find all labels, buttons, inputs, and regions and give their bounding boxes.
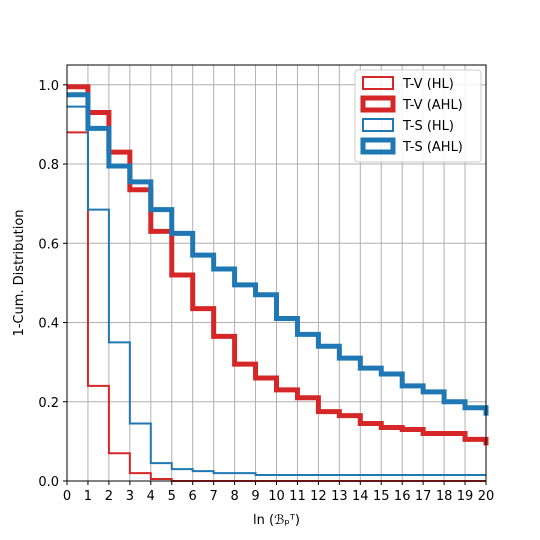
x-tick-label: 18	[436, 489, 453, 504]
legend-label: T-V (AHL)	[402, 98, 463, 113]
legend-swatch	[362, 76, 394, 90]
x-tick-label: 15	[373, 489, 390, 504]
x-tick-label: 10	[268, 489, 285, 504]
axis-ticks: 0 1 2 3 4 5 6 7 8 9 10 11 12 13 14 15 16 17 18 19 200.00.20.…	[38, 79, 494, 504]
x-tick-label: 2	[105, 489, 113, 504]
x-tick-label: 20	[478, 489, 495, 504]
x-tick-label: 0	[63, 489, 71, 504]
legend-label: T-V (HL)	[402, 77, 454, 92]
y-tick-label: 0.6	[38, 237, 59, 252]
x-tick-label: 17	[415, 489, 432, 504]
y-tick-label: 0.8	[38, 158, 59, 173]
x-tick-label: 5	[168, 489, 176, 504]
x-tick-label: 12	[310, 489, 327, 504]
legend-swatch	[360, 137, 396, 155]
legend-label: T-S (AHL)	[402, 140, 463, 155]
x-tick-label: 6	[189, 489, 197, 504]
x-tick-label: 9	[251, 489, 259, 504]
legend-label: T-S (HL)	[402, 119, 454, 134]
x-tick-label: 1	[84, 489, 92, 504]
series-line-t-v-ahl	[67, 84, 489, 446]
y-tick-label: 1.0	[38, 79, 59, 94]
y-tick-label: 0.2	[38, 396, 59, 411]
x-tick-label: 14	[352, 489, 369, 504]
series-line-t-s-hl	[67, 105, 486, 477]
y-tick-label: 0.0	[38, 475, 59, 490]
x-tick-label: 16	[394, 489, 411, 504]
legend: T-V (HL) T-V (AHL) T-S (HL) T-S (AHL)	[354, 69, 482, 163]
x-tick-label: 4	[147, 489, 155, 504]
x-tick-label: 7	[210, 489, 218, 504]
x-tick-label: 19	[457, 489, 474, 504]
x-tick-label: 13	[331, 489, 348, 504]
x-tick-label: 3	[126, 489, 134, 504]
x-tick-label: 8	[230, 489, 238, 504]
y-tick-label: 0.4	[38, 317, 59, 332]
legend-swatch	[360, 95, 396, 113]
legend-swatch	[362, 118, 394, 132]
series-line-t-s-ahl	[67, 92, 489, 416]
x-axis-title: ln (ℬₚᵀ)	[253, 513, 300, 528]
y-axis-title: 1-Cum. Distribution	[12, 209, 27, 336]
x-tick-label: 11	[289, 489, 306, 504]
